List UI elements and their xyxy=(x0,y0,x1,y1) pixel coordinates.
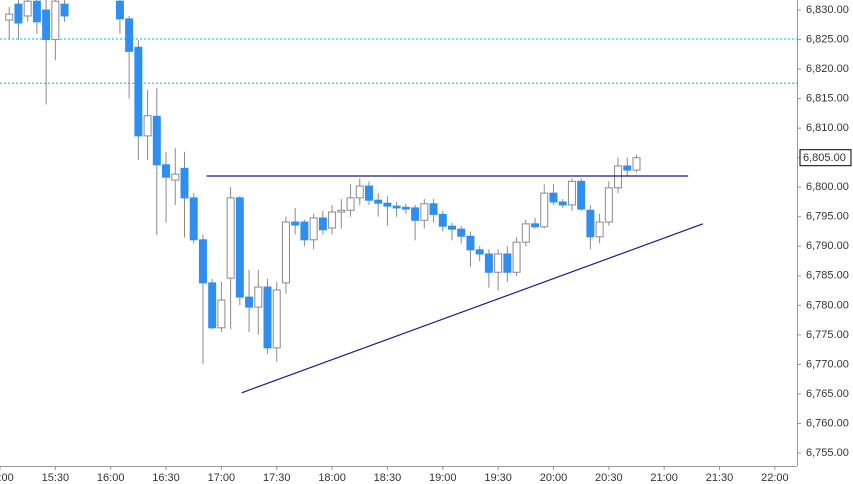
candle-body xyxy=(531,223,540,228)
candle-body xyxy=(549,192,558,203)
candle-body xyxy=(143,115,152,137)
candle-body xyxy=(115,0,124,20)
x-tick-label: 15:00 xyxy=(0,472,14,484)
x-tick-label: 18:30 xyxy=(374,472,402,484)
candle-body xyxy=(217,299,226,329)
x-tick-label: 20:00 xyxy=(540,472,568,484)
y-tick-label: 6,765.00 xyxy=(806,388,849,400)
candle-body xyxy=(208,282,217,329)
candle-body xyxy=(475,249,484,255)
y-tick-label: 6,770.00 xyxy=(806,358,849,370)
candle-body xyxy=(374,199,383,204)
candle-body xyxy=(604,187,613,223)
x-tick-label: 19:00 xyxy=(429,472,457,484)
candle-body xyxy=(23,0,32,17)
candle-body xyxy=(457,228,466,237)
candle-body xyxy=(309,217,318,241)
y-tick-label: 6,755.00 xyxy=(806,447,849,459)
x-tick-label: 15:30 xyxy=(42,472,70,484)
candle-body xyxy=(540,192,549,228)
x-tick-label: 21:00 xyxy=(650,472,678,484)
candle-body xyxy=(14,3,23,24)
y-tick-label: 6,815.00 xyxy=(806,93,849,105)
y-tick-label: 6,780.00 xyxy=(806,299,849,311)
candle-body xyxy=(281,221,290,284)
candle-body xyxy=(272,289,281,349)
candle-body xyxy=(125,18,134,52)
plot-area xyxy=(0,0,797,394)
candle-body xyxy=(318,217,327,231)
candle-body xyxy=(521,223,530,243)
candle-body xyxy=(60,3,69,17)
candle-body xyxy=(484,253,493,273)
drawn-line xyxy=(241,223,704,394)
x-tick-label: 17:00 xyxy=(208,472,236,484)
candle-body xyxy=(171,173,180,181)
candle-body xyxy=(152,115,161,166)
candle-body xyxy=(632,157,641,171)
candle-body xyxy=(558,201,567,206)
candle-body xyxy=(337,209,346,213)
candle-body xyxy=(300,221,309,241)
y-tick-label: 6,820.00 xyxy=(806,63,849,75)
y-tick-label: 6,790.00 xyxy=(806,240,849,252)
candle-body xyxy=(614,165,623,189)
x-tick-label: 16:30 xyxy=(152,472,180,484)
candle-body xyxy=(355,185,364,199)
y-tick-label: 6,830.00 xyxy=(806,4,849,16)
x-tick-label: 19:30 xyxy=(484,472,512,484)
candle-body xyxy=(263,286,272,349)
y-tick-label: 6,785.00 xyxy=(806,270,849,282)
y-tick-label: 6,825.00 xyxy=(806,33,849,45)
candle-body xyxy=(162,164,171,178)
candle-body xyxy=(429,203,438,215)
candle-body xyxy=(503,253,512,273)
y-tick-label: 6,775.00 xyxy=(806,329,849,341)
x-tick-label: 20:30 xyxy=(595,472,623,484)
candle-body xyxy=(346,197,355,211)
candle-body xyxy=(392,205,401,209)
x-tick-label: 17:30 xyxy=(263,472,291,484)
candle-body xyxy=(586,209,595,238)
x-tick-label: 21:30 xyxy=(706,472,734,484)
candle-body xyxy=(5,13,14,21)
y-tick-label: 6,800.00 xyxy=(806,181,849,193)
candle-body xyxy=(291,221,300,226)
x-tick-label: 16:00 xyxy=(97,472,125,484)
candle-body xyxy=(420,203,429,221)
candle-body xyxy=(383,202,392,207)
candle-body xyxy=(254,286,263,308)
candle-body xyxy=(494,253,503,273)
candle-body xyxy=(32,0,41,23)
candle-body xyxy=(198,239,207,284)
candle-body xyxy=(42,9,51,41)
candle-body xyxy=(411,207,420,221)
candle-body xyxy=(595,221,604,238)
candle-body xyxy=(180,167,189,199)
candle-body xyxy=(466,235,475,251)
candle-body xyxy=(567,180,576,206)
x-tick-label: 22:00 xyxy=(761,472,789,484)
candle-body xyxy=(235,197,244,298)
candle-body xyxy=(226,197,235,279)
candle-body xyxy=(438,213,447,227)
y-tick-label: 6,795.00 xyxy=(806,211,849,223)
candle-body xyxy=(401,206,410,210)
candle-body xyxy=(245,296,254,308)
y-tick-label: 6,810.00 xyxy=(806,122,849,134)
candle-body xyxy=(328,211,337,229)
last-price-box xyxy=(799,149,852,167)
candle-body xyxy=(623,165,632,171)
candle-body xyxy=(577,180,586,210)
candle-body xyxy=(189,197,198,241)
last-price-label: 6,805.00 xyxy=(803,152,846,164)
x-tick-label: 18:00 xyxy=(318,472,346,484)
candle-body xyxy=(364,185,373,201)
candle-body xyxy=(51,0,60,41)
candle-body xyxy=(512,241,521,273)
y-tick-label: 6,760.00 xyxy=(806,417,849,429)
candle-body xyxy=(134,46,143,137)
candle-body xyxy=(448,225,457,230)
